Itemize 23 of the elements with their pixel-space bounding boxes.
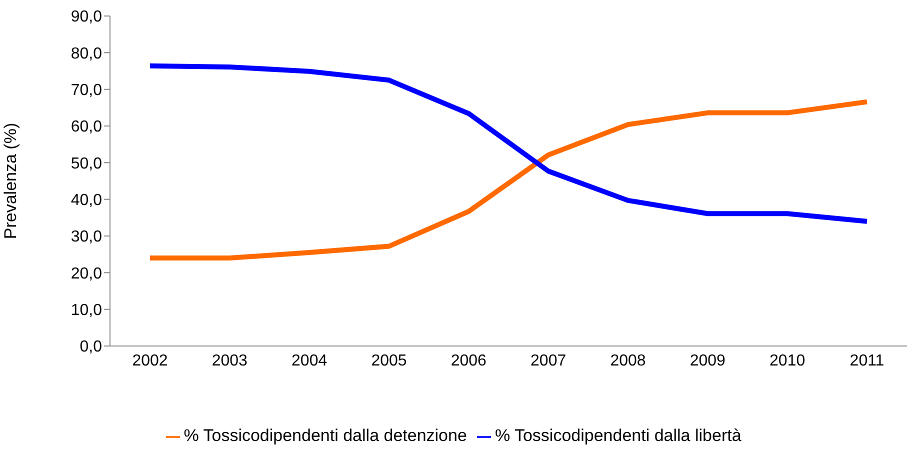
y-tick-label: 70,0 bbox=[70, 82, 102, 100]
x-tick-label: 2009 bbox=[690, 352, 726, 370]
y-axis-title: Prevalenza (%) bbox=[1, 122, 20, 240]
x-tick-label: 2006 bbox=[450, 352, 487, 370]
y-tick-label: 30,0 bbox=[70, 228, 102, 246]
x-tick-label: 2007 bbox=[530, 352, 566, 370]
y-tick-label: 20,0 bbox=[70, 265, 102, 282]
legend-label: % Tossicodipendenti dalla libertà bbox=[494, 426, 742, 445]
x-tick-label: 2010 bbox=[770, 352, 806, 370]
y-tick-label: 90,0 bbox=[70, 8, 102, 26]
x-tick-label: 2003 bbox=[212, 352, 248, 370]
x-tick-label: 2004 bbox=[292, 352, 328, 370]
x-tick-label: 2011 bbox=[850, 352, 884, 370]
legend-label: % Tossicodipendenti dalla detenzione bbox=[184, 426, 467, 445]
x-tick-label: 2002 bbox=[132, 352, 168, 370]
y-tick-label: 10,0 bbox=[70, 302, 102, 320]
y-tick-label: 80,0 bbox=[70, 45, 102, 62]
y-tick-label: 50,0 bbox=[70, 155, 102, 172]
x-tick-label: 2008 bbox=[610, 352, 646, 370]
y-tick-label: 0,0 bbox=[80, 338, 102, 356]
y-tick-label: 60,0 bbox=[70, 118, 102, 136]
y-tick-label: 40,0 bbox=[70, 192, 102, 210]
x-tick-label: 2005 bbox=[371, 352, 407, 370]
